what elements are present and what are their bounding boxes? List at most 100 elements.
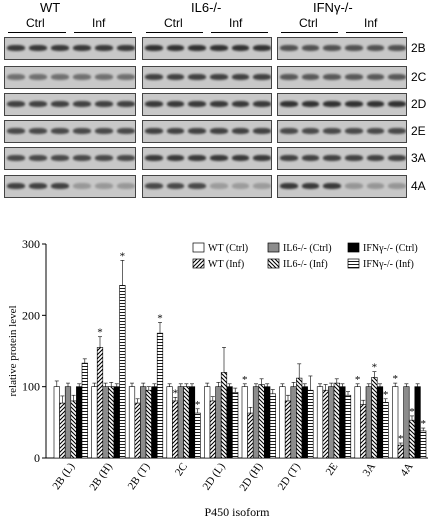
blot-inf-label: Inf	[92, 16, 106, 30]
legend-swatch	[192, 258, 205, 269]
blot-strip	[277, 175, 407, 198]
bar	[258, 384, 265, 459]
blot-ctrl-label: Ctrl	[164, 16, 183, 30]
bar	[354, 386, 361, 459]
blot-strip	[277, 147, 407, 170]
blot-band	[117, 101, 135, 107]
bar	[247, 412, 254, 459]
blot-band	[29, 128, 47, 134]
blot-band	[73, 74, 91, 80]
significance-star: *	[420, 418, 426, 430]
bar	[328, 386, 335, 459]
blot-strip	[142, 66, 272, 89]
blot-band	[280, 74, 298, 80]
blot-band	[280, 155, 298, 161]
blot-band	[231, 183, 250, 189]
blot-isoform-label: 3A	[411, 151, 426, 165]
bar	[64, 386, 72, 459]
x-tick-label: 2C	[173, 461, 190, 478]
bar	[290, 386, 297, 459]
blot-isoform-label: 4A	[411, 179, 426, 193]
blot-band	[7, 183, 25, 189]
blot-band	[253, 183, 271, 189]
bar	[365, 386, 372, 459]
bar	[420, 430, 427, 459]
bar	[307, 389, 314, 459]
significance-star: *	[157, 312, 163, 324]
significance-star: *	[242, 374, 248, 386]
significance-star: *	[97, 327, 103, 339]
blot-band	[280, 45, 298, 51]
significance-star: *	[383, 389, 389, 401]
blot-band	[366, 45, 385, 51]
legend-label: IFNγ-/- (Inf)	[363, 259, 414, 270]
blot-band	[323, 74, 341, 80]
bar	[339, 386, 346, 459]
blot-band	[29, 45, 47, 51]
blot-band	[166, 74, 185, 80]
bar	[403, 386, 410, 459]
blot-band	[231, 101, 250, 107]
blot-band	[210, 45, 228, 51]
x-tick-label: 2B (L)	[50, 461, 77, 492]
blot-band	[301, 101, 320, 107]
blot-band	[280, 183, 298, 189]
blot-band	[323, 183, 341, 189]
blot-band	[166, 101, 185, 107]
bar	[220, 372, 228, 459]
bar	[296, 377, 303, 459]
bar	[59, 402, 66, 459]
blot-inf-label: Inf	[364, 16, 378, 30]
blot-isoform-label: 2D	[411, 97, 427, 111]
bar	[172, 400, 179, 459]
blot-ctrl-bracket	[146, 32, 203, 33]
blot-strip	[142, 120, 272, 143]
bar	[128, 386, 136, 459]
x-tick-label: 3A	[361, 461, 379, 479]
blot-band	[253, 155, 271, 161]
blot-band	[188, 101, 206, 107]
blot-isoform-label: 2C	[411, 70, 427, 84]
blot-band	[366, 183, 385, 189]
blot-group-title: WT	[40, 0, 61, 15]
blot-strip	[4, 120, 136, 143]
bar	[145, 389, 152, 459]
blot-band	[95, 155, 113, 161]
blot-band	[210, 74, 228, 80]
blot-band	[145, 155, 163, 161]
blot-band	[345, 183, 363, 189]
significance-star: *	[409, 406, 415, 418]
y-tick-label: 0	[34, 451, 40, 465]
legend-label: WT (Inf)	[208, 259, 244, 270]
bar	[264, 386, 271, 459]
blot-strip	[142, 147, 272, 170]
bar	[279, 386, 286, 459]
blot-band	[345, 155, 363, 161]
bar	[91, 386, 98, 459]
blot-band	[253, 128, 271, 134]
blot-strip	[4, 66, 136, 89]
blot-group-title: IL6-/-	[191, 0, 222, 15]
blot-band	[7, 128, 25, 134]
bar	[194, 412, 201, 459]
significance-star: *	[172, 387, 178, 399]
bar	[371, 377, 378, 459]
blot-ctrl-bracket	[8, 32, 66, 33]
bar	[241, 386, 248, 459]
blot-band	[188, 155, 206, 161]
blot-band	[95, 101, 113, 107]
blot-band	[280, 128, 298, 134]
blot-band	[280, 101, 298, 107]
bar	[53, 386, 60, 459]
blot-band	[253, 74, 271, 80]
blot-band	[210, 101, 228, 107]
legend-swatch	[192, 242, 205, 253]
bar	[226, 386, 233, 459]
blot-band	[388, 183, 406, 189]
legend-swatch	[347, 258, 360, 269]
x-tick-label: 2D (H)	[237, 461, 265, 494]
bar	[151, 386, 158, 459]
blot-band	[231, 155, 250, 161]
blot-strip	[4, 93, 136, 116]
blot-band	[366, 128, 385, 134]
